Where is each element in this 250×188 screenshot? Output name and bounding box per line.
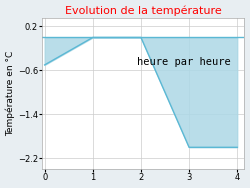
Text: heure par heure: heure par heure xyxy=(138,57,231,67)
Y-axis label: Température en °C: Température en °C xyxy=(6,51,15,136)
Title: Evolution de la température: Evolution de la température xyxy=(65,6,222,16)
